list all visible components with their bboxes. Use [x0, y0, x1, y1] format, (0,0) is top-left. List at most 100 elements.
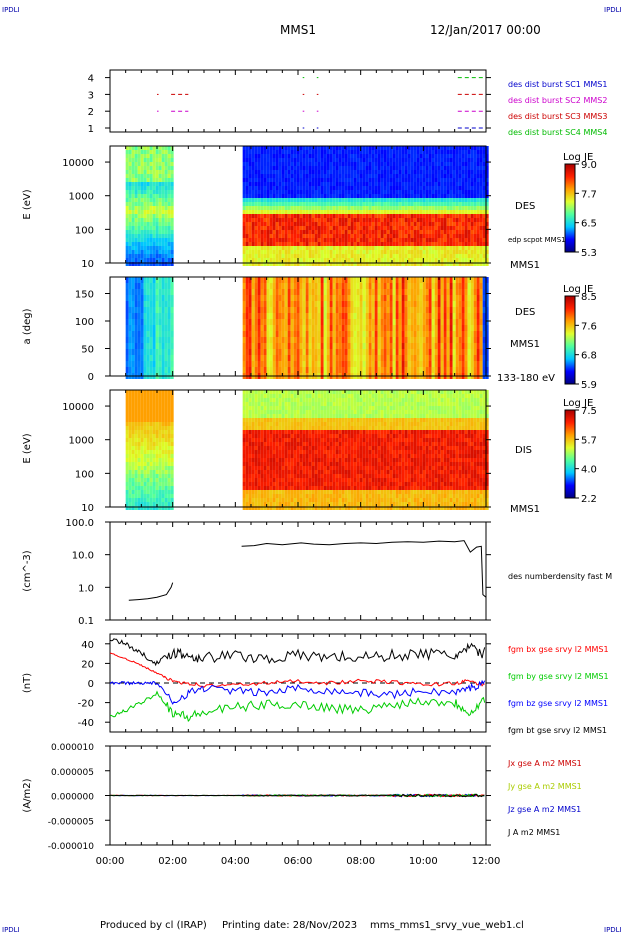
spectrogram-cell [159, 238, 162, 242]
spectrogram-cell [261, 325, 264, 331]
spectrogram-cell [243, 349, 246, 355]
spectrogram-cell [459, 198, 462, 202]
spectrogram-cell [171, 222, 174, 226]
spectrogram-cell [432, 170, 435, 174]
spectrogram-cell [303, 198, 306, 202]
spectrogram-cell [156, 186, 159, 190]
spectrogram-cell [135, 466, 138, 470]
spectrogram-cell [375, 166, 378, 170]
spectrogram-cell [345, 325, 348, 331]
spectrogram-cell [456, 367, 459, 373]
spectrogram-cell [417, 234, 420, 238]
spectrogram-cell [435, 174, 438, 178]
spectrogram-cell [264, 210, 267, 214]
spectrogram-cell [330, 174, 333, 178]
spectrogram-cell [444, 158, 447, 162]
spectrogram-cell [276, 190, 279, 194]
spectrogram-cell [306, 218, 309, 222]
spectrogram-cell [303, 295, 306, 301]
spectrogram-cell [339, 230, 342, 234]
spectrogram-cell [402, 313, 405, 319]
spectrogram-cell [471, 238, 474, 242]
spectrogram-cell [477, 194, 480, 198]
spectrogram-cell [390, 174, 393, 178]
spectrogram-cell [441, 194, 444, 198]
spectrogram-cell [432, 226, 435, 230]
spectrogram-cell [300, 170, 303, 174]
spectrogram-cell [309, 234, 312, 238]
spectrogram-cell [252, 295, 255, 301]
spectrogram-cell [480, 154, 483, 158]
spectrogram-cell [399, 337, 402, 343]
spectrogram-cell [399, 238, 402, 242]
spectrogram-cell [294, 289, 297, 295]
spectrogram-cell [354, 162, 357, 166]
spectrogram-cell [285, 250, 288, 254]
spectrogram-cell [165, 242, 168, 246]
spectrogram-cell [390, 313, 393, 319]
spectrogram-cell [273, 289, 276, 295]
spectrogram-cell [126, 242, 129, 246]
spectrogram-cell [288, 277, 291, 283]
spectrogram-cell [129, 295, 132, 301]
spectrogram-cell [267, 343, 270, 349]
spectrogram-cell [144, 349, 147, 355]
spectrogram-cell [261, 170, 264, 174]
spectrogram-cell [369, 277, 372, 283]
spectrogram-cell [162, 174, 165, 178]
spectrogram-cell [261, 178, 264, 182]
spectrogram-cell [351, 154, 354, 158]
spectrogram-cell [300, 319, 303, 325]
spectrogram-cell [447, 182, 450, 186]
spectrogram-cell [435, 246, 438, 250]
spectrogram-cell [414, 313, 417, 319]
spectrogram-cell [249, 202, 252, 206]
spectrogram-cell [477, 337, 480, 343]
spectrogram-cell [459, 337, 462, 343]
spectrogram-cell [291, 174, 294, 178]
spectrogram-cell [144, 182, 147, 186]
spectrogram-cell [408, 170, 411, 174]
spectrogram-cell [366, 246, 369, 250]
spectrogram-cell [330, 210, 333, 214]
spectrogram-cell [294, 307, 297, 313]
spectrogram-cell [483, 242, 486, 246]
spectrogram-cell [354, 361, 357, 367]
spectrogram-cell [390, 295, 393, 301]
spectrogram-cell [351, 258, 354, 262]
spectrogram-cell [315, 295, 318, 301]
spectrogram-cell [264, 343, 267, 349]
spectrogram-cell [339, 166, 342, 170]
spectrogram-cell [273, 210, 276, 214]
spectrogram-cell [483, 355, 486, 361]
spectrogram-cell [405, 226, 408, 230]
spectrogram-cell [288, 250, 291, 254]
spectrogram-cell [339, 146, 342, 150]
spectrogram-cell [150, 174, 153, 178]
spectrogram-cell [132, 390, 135, 394]
spectrogram-cell [309, 289, 312, 295]
spectrogram-cell [321, 218, 324, 222]
spectrogram-cell [318, 190, 321, 194]
spectrogram-cell [255, 295, 258, 301]
spectrogram-cell [291, 277, 294, 283]
spectrogram-cell [363, 337, 366, 343]
spectrogram-cell [414, 337, 417, 343]
spectrogram-cell [165, 313, 168, 319]
spectrogram-cell [303, 331, 306, 337]
spectrogram-cell [327, 313, 330, 319]
spectrogram-cell [435, 186, 438, 190]
spectrogram-cell [438, 166, 441, 170]
spectrogram-cell [243, 319, 246, 325]
spectrogram-cell [168, 307, 171, 313]
spectrogram-cell [351, 178, 354, 182]
spectrogram-cell [306, 198, 309, 202]
spectrogram-cell [336, 158, 339, 162]
spectrogram-cell [324, 150, 327, 154]
spectrogram-cell [132, 158, 135, 162]
spectrogram-cell [324, 367, 327, 373]
spectrogram-cell [282, 198, 285, 202]
spectrogram-cell [438, 162, 441, 166]
spectrogram-cell [450, 361, 453, 367]
spectrogram-cell [303, 182, 306, 186]
